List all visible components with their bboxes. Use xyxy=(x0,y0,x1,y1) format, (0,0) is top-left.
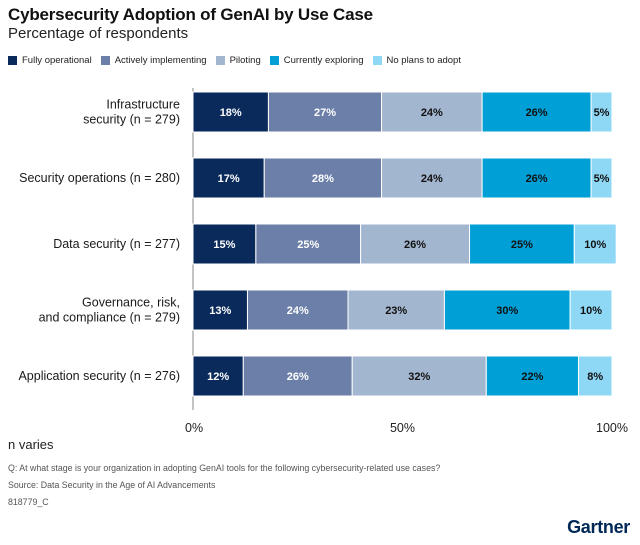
figure-id: 818779_C xyxy=(8,497,49,507)
bar-segment xyxy=(255,223,362,265)
bar-segment xyxy=(347,289,445,331)
data-label: 17% xyxy=(218,173,240,185)
legend-label: Actively implementing xyxy=(114,55,207,66)
category-label: Data security (n = 277) xyxy=(53,237,180,251)
category-label: Application security (n = 276) xyxy=(18,369,180,383)
bar-segment xyxy=(192,157,265,199)
legend-label: Currently exploring xyxy=(283,55,364,66)
data-label: 12% xyxy=(207,371,229,383)
bar-segment xyxy=(263,157,383,199)
data-label: 18% xyxy=(220,107,242,119)
data-label: 5% xyxy=(594,173,610,185)
chart-title: Cybersecurity Adoption of GenAI by Use C… xyxy=(8,5,373,24)
category-label: and compliance (n = 279) xyxy=(39,311,180,325)
legend-item: No plans to adopt xyxy=(372,55,461,66)
data-label: 5% xyxy=(594,107,610,119)
bar-segment xyxy=(192,223,257,265)
legend-swatch xyxy=(8,56,17,65)
x-tick-label: 0% xyxy=(185,421,203,435)
bar-segment xyxy=(469,223,575,265)
legend-swatch xyxy=(100,56,110,65)
bar-segment xyxy=(381,157,483,199)
bar-segment xyxy=(246,289,349,331)
legend-swatch xyxy=(372,56,382,65)
bar-segment xyxy=(573,223,617,265)
data-label: 24% xyxy=(421,173,443,185)
legend-item: Actively implementing xyxy=(100,55,207,66)
bar-segment xyxy=(577,355,613,397)
data-label: 25% xyxy=(297,239,319,251)
data-label: 26% xyxy=(526,107,548,119)
legend-label: Piloting xyxy=(229,55,261,66)
data-label: 26% xyxy=(287,371,309,383)
legend-item: Fully operational xyxy=(8,55,92,66)
category-label: security (n = 279) xyxy=(83,113,180,127)
data-label: 26% xyxy=(404,239,426,251)
source-note: Source: Data Security in the Age of AI A… xyxy=(8,480,216,490)
legend-label: No plans to adopt xyxy=(386,55,461,66)
bar-segment xyxy=(481,157,592,199)
data-label: 25% xyxy=(511,239,533,251)
data-label: 30% xyxy=(496,305,518,317)
data-label: 22% xyxy=(521,371,543,383)
bar-segment xyxy=(590,91,613,133)
legend: Fully operational Actively implementing Pi… xyxy=(8,55,470,66)
data-label: 26% xyxy=(526,173,548,185)
legend-item: Piloting xyxy=(215,55,261,66)
data-label: 13% xyxy=(209,305,231,317)
bar-segment xyxy=(242,355,353,397)
bar-segment xyxy=(481,91,592,133)
category-label: Security operations (n = 280) xyxy=(19,171,180,185)
bar-segment xyxy=(360,223,471,265)
data-label: 32% xyxy=(408,371,430,383)
bar-segment xyxy=(351,355,487,397)
gartner-logo: Gartner xyxy=(567,517,630,537)
bar-segment xyxy=(267,91,383,133)
x-tick-label: 50% xyxy=(390,421,415,435)
legend-label: Fully operational xyxy=(22,55,92,66)
data-label: 10% xyxy=(580,305,602,317)
x-tick-label: 100% xyxy=(596,421,628,435)
data-label: 15% xyxy=(213,239,235,251)
category-label: Infrastructure xyxy=(106,98,180,112)
legend-swatch xyxy=(269,56,279,65)
bar-segment xyxy=(569,289,613,331)
data-label: 24% xyxy=(287,305,309,317)
survey-question: Q: At what stage is your organization in… xyxy=(8,463,441,473)
category-label: Governance, risk, xyxy=(82,296,180,310)
legend-swatch xyxy=(215,56,225,65)
data-label: 10% xyxy=(584,239,606,251)
data-label: 24% xyxy=(421,107,443,119)
chart-subtitle: Percentage of respondents xyxy=(8,25,189,42)
data-label: 23% xyxy=(385,305,407,317)
data-label: 27% xyxy=(314,107,336,119)
data-label: 28% xyxy=(312,173,334,185)
bar-segment xyxy=(192,289,248,331)
legend-item: Currently exploring xyxy=(269,55,364,66)
bar-segment xyxy=(590,157,613,199)
sample-note: n varies xyxy=(8,437,54,452)
data-label: 8% xyxy=(587,371,603,383)
